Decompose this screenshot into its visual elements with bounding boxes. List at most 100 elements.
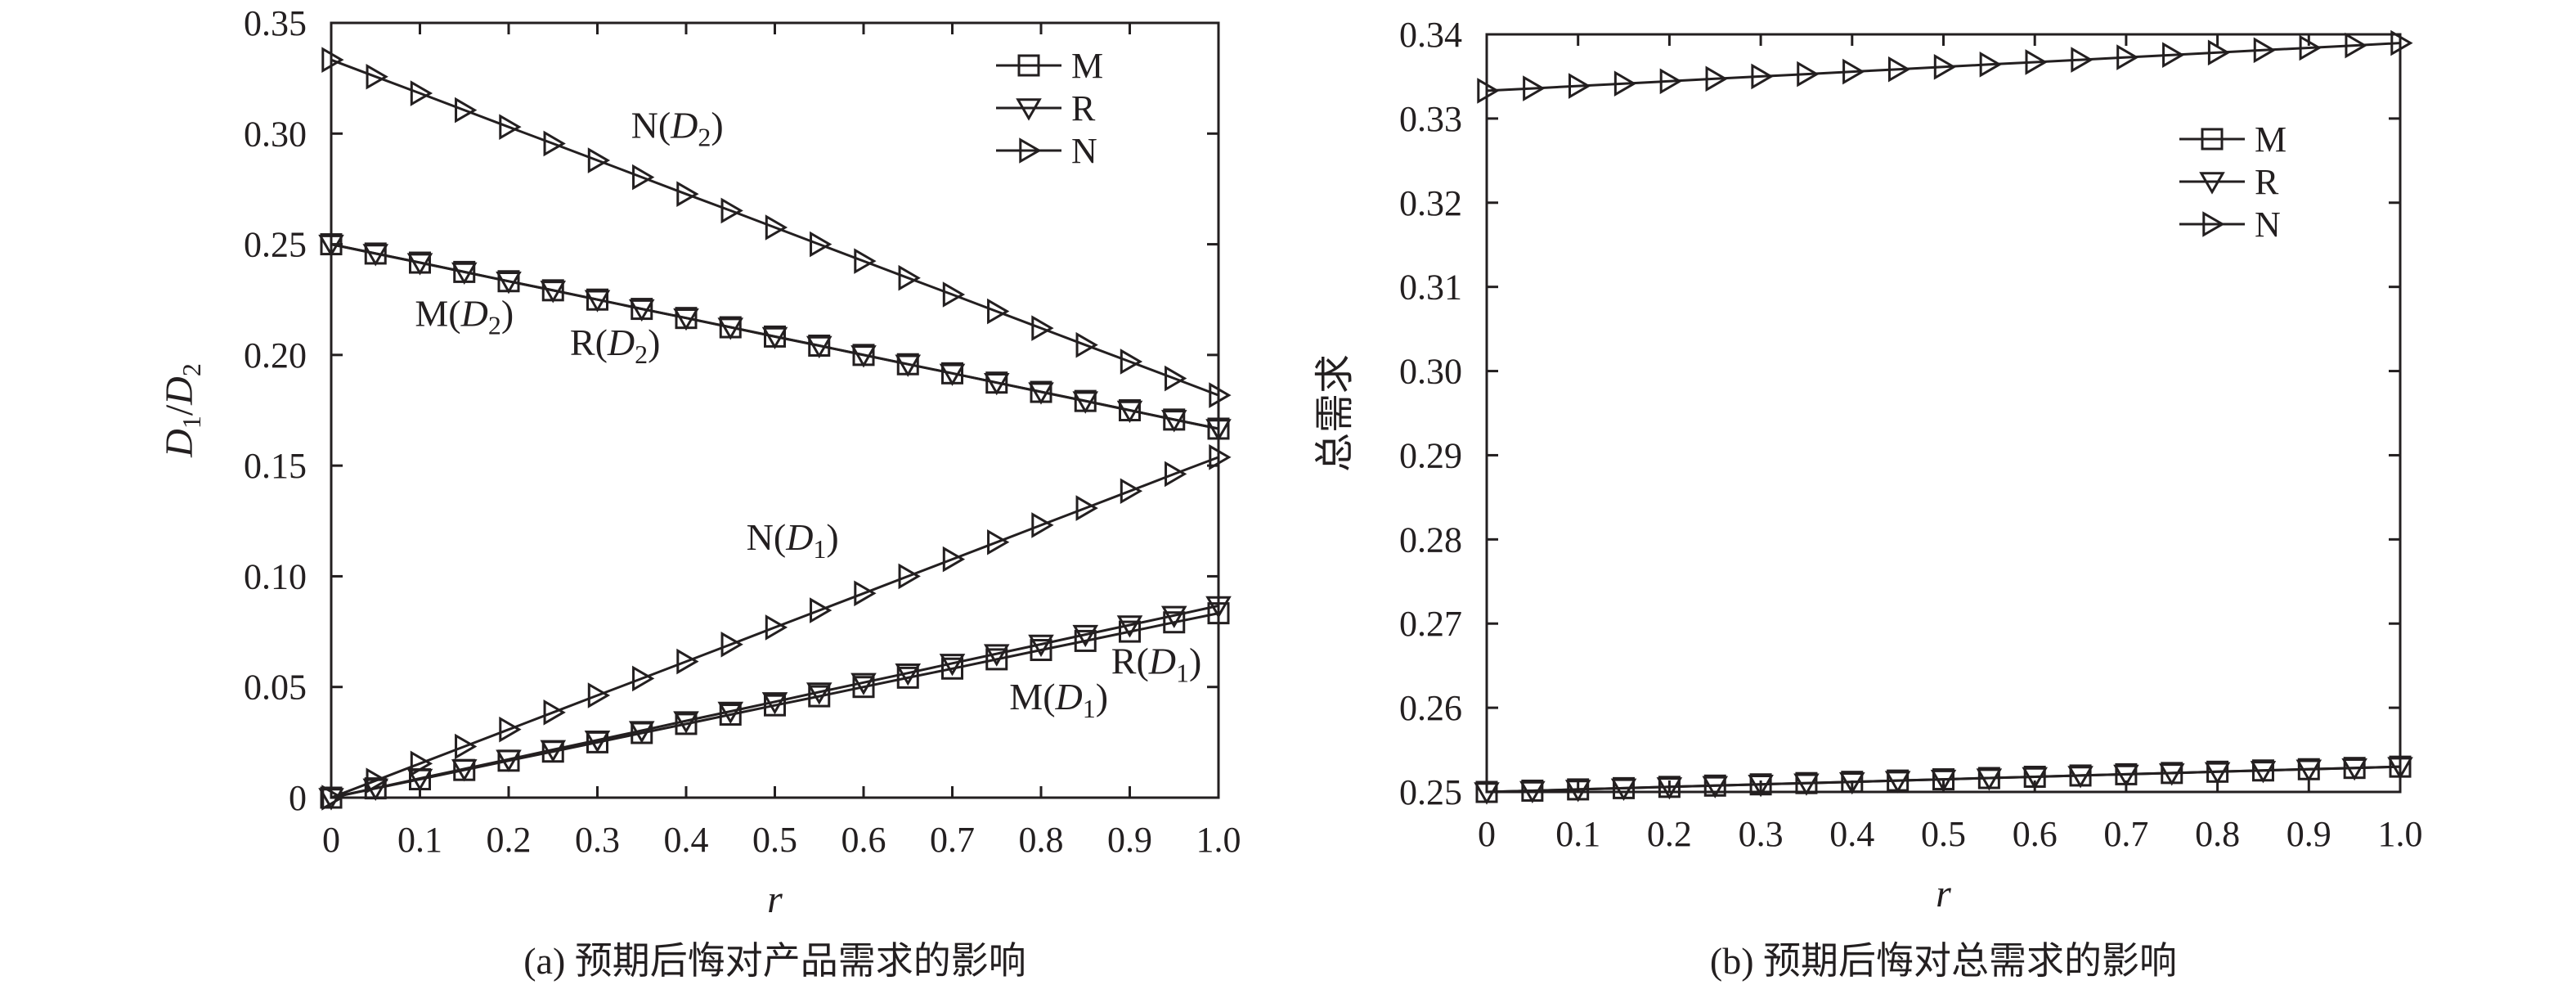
y-tick-label: 0.27 bbox=[1399, 604, 1462, 644]
data-point bbox=[451, 759, 478, 782]
data-point bbox=[1979, 52, 2002, 78]
legend-item-n: N bbox=[2179, 205, 2281, 245]
legend-marker bbox=[2202, 211, 2225, 237]
x-axis-label: r bbox=[1936, 872, 1951, 915]
data-point bbox=[898, 264, 921, 291]
data-point bbox=[1842, 58, 1865, 85]
data-point bbox=[1610, 778, 1637, 801]
data-point bbox=[810, 597, 832, 623]
legend-marker bbox=[1019, 137, 1042, 164]
legend-label: R bbox=[1071, 88, 1096, 128]
data-point bbox=[983, 644, 1010, 667]
y-tick-label: 0.32 bbox=[1399, 183, 1462, 223]
data-point bbox=[1116, 615, 1143, 638]
data-point bbox=[2025, 49, 2048, 75]
data-point bbox=[2341, 758, 2367, 781]
data-point bbox=[2158, 763, 2185, 786]
y-tick-label: 0.26 bbox=[1399, 688, 1462, 728]
data-point bbox=[764, 694, 786, 717]
data-point bbox=[1030, 639, 1052, 662]
data-point bbox=[632, 164, 655, 191]
data-point bbox=[808, 685, 831, 708]
series-annotation: M(D2) bbox=[415, 293, 514, 340]
y-tick-label: 0.10 bbox=[244, 556, 307, 596]
data-point bbox=[895, 663, 922, 686]
data-point bbox=[1074, 629, 1097, 652]
data-point bbox=[584, 730, 611, 753]
x-tick-label: 0.1 bbox=[1555, 814, 1600, 854]
x-tick-label: 0.8 bbox=[1019, 820, 1064, 860]
data-point bbox=[410, 750, 433, 777]
data-point bbox=[628, 721, 655, 744]
data-point bbox=[1165, 365, 1187, 392]
chart-panel-b: 0 0.1 0.2 0.3 0.4 0.5 0.6 0.7 0.8 0.9 1.0 0.25 0.26 0… bbox=[1313, 15, 2423, 982]
y-tick-label: 0.30 bbox=[1399, 352, 1462, 392]
data-point bbox=[850, 345, 877, 368]
legend-label: M bbox=[1071, 46, 1103, 86]
series-n bbox=[1477, 29, 2413, 104]
chart-caption: (b) 预期后悔对总需求的影响 bbox=[1710, 940, 2177, 982]
data-point bbox=[1793, 773, 1820, 796]
data-point bbox=[673, 711, 699, 734]
x-tick-label: 0.4 bbox=[664, 820, 709, 860]
data-point bbox=[1072, 624, 1099, 648]
y-tick-label: 0.34 bbox=[1399, 15, 1462, 55]
data-point bbox=[761, 692, 788, 715]
series-annotation: R(D2) bbox=[570, 322, 661, 369]
legend-marker bbox=[1016, 98, 1042, 121]
data-point bbox=[850, 672, 877, 695]
data-point bbox=[2067, 766, 2094, 789]
data-point bbox=[854, 580, 877, 607]
data-point bbox=[496, 749, 522, 772]
series-rd2 bbox=[318, 234, 1232, 442]
data-point bbox=[362, 244, 389, 267]
data-point bbox=[765, 214, 788, 241]
data-point bbox=[587, 147, 611, 173]
data-point bbox=[2296, 759, 2322, 782]
data-point bbox=[941, 657, 963, 680]
data-point bbox=[1887, 56, 1911, 83]
data-point bbox=[2207, 39, 2231, 66]
data-point bbox=[810, 231, 832, 258]
data-point bbox=[806, 335, 832, 359]
series-line bbox=[330, 456, 1219, 799]
x-tick-label: 0.7 bbox=[2103, 814, 2148, 854]
data-point bbox=[852, 676, 875, 699]
data-point bbox=[942, 281, 966, 308]
legend-item-r: R bbox=[2179, 162, 2279, 202]
data-point bbox=[987, 298, 1010, 325]
series-line bbox=[330, 604, 1219, 799]
data-point bbox=[1120, 478, 1143, 505]
x-tick-label: 0 bbox=[1478, 814, 1496, 854]
y-tick-label: 0.28 bbox=[1399, 519, 1462, 560]
data-point bbox=[987, 528, 1010, 555]
legend-item-m: M bbox=[2179, 119, 2287, 160]
data-point bbox=[1751, 63, 1774, 90]
legend-item-n: N bbox=[996, 131, 1097, 171]
x-tick-label: 0.2 bbox=[1647, 814, 1692, 854]
data-point bbox=[455, 733, 478, 760]
chart-caption: (a) 预期后悔对产品需求的影响 bbox=[523, 940, 1026, 982]
data-point bbox=[1705, 65, 1728, 92]
data-point bbox=[499, 114, 522, 140]
data-point bbox=[985, 648, 1008, 671]
data-point bbox=[1120, 349, 1143, 375]
y-axis-label: D1/D2 bbox=[158, 363, 206, 458]
y-tick-label: 0.15 bbox=[244, 446, 307, 486]
data-point bbox=[455, 97, 478, 124]
y-tick-label: 0.30 bbox=[244, 114, 307, 154]
data-point bbox=[318, 788, 344, 811]
data-point bbox=[720, 631, 743, 658]
x-tick-label: 0 bbox=[322, 820, 340, 860]
data-point bbox=[676, 648, 699, 675]
data-point bbox=[765, 614, 788, 641]
data-point bbox=[1205, 596, 1232, 619]
y-tick-label: 0.20 bbox=[244, 335, 307, 376]
data-point bbox=[2116, 44, 2139, 70]
data-point bbox=[2162, 42, 2185, 69]
x-tick-label: 0.9 bbox=[2287, 814, 2331, 854]
data-point bbox=[632, 665, 655, 692]
data-point bbox=[410, 80, 433, 106]
data-point bbox=[1028, 382, 1054, 405]
data-point bbox=[1797, 61, 1820, 88]
